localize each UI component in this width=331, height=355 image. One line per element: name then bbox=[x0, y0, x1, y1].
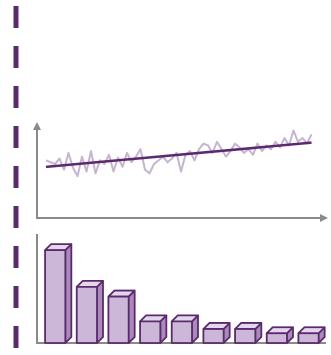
data-line bbox=[45, 129, 313, 178]
bar bbox=[202, 328, 225, 344]
bar bbox=[297, 332, 320, 344]
bar bbox=[234, 328, 257, 344]
bar-side bbox=[64, 243, 73, 344]
bar bbox=[265, 332, 288, 344]
bar bbox=[139, 320, 162, 344]
bar bbox=[75, 285, 98, 344]
bar bbox=[170, 320, 193, 344]
trend-line bbox=[45, 141, 312, 169]
bar bbox=[44, 249, 67, 344]
bar bbox=[107, 295, 130, 344]
bar-side bbox=[96, 279, 104, 344]
